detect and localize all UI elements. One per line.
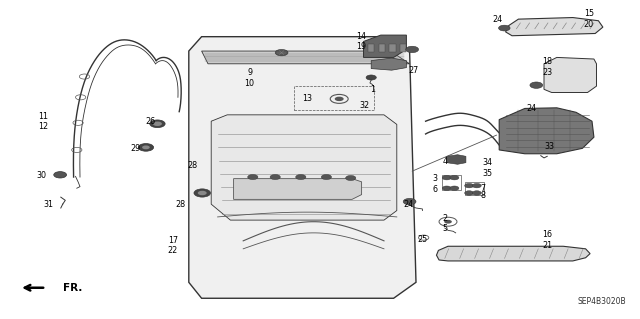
Circle shape (366, 75, 376, 80)
Circle shape (198, 191, 207, 195)
Text: 3: 3 (433, 174, 438, 183)
Text: SEP4B3020B: SEP4B3020B (577, 297, 626, 306)
Bar (442, 175, 461, 190)
Text: 14
19: 14 19 (356, 32, 367, 51)
Polygon shape (371, 58, 406, 70)
Circle shape (472, 183, 481, 188)
Text: 17
22: 17 22 (168, 236, 178, 255)
Polygon shape (234, 179, 362, 199)
Bar (379, 44, 385, 52)
Text: 6: 6 (433, 185, 438, 194)
Text: 15
20: 15 20 (584, 10, 594, 29)
Bar (368, 44, 374, 52)
Text: 16
21: 16 21 (542, 230, 552, 249)
Polygon shape (211, 115, 397, 220)
Polygon shape (544, 57, 596, 93)
Polygon shape (189, 37, 416, 298)
Circle shape (444, 220, 452, 224)
Text: 24: 24 (403, 200, 413, 209)
Circle shape (403, 198, 416, 205)
Polygon shape (506, 18, 603, 36)
Text: 1: 1 (370, 85, 375, 94)
Circle shape (472, 191, 481, 195)
Circle shape (499, 25, 510, 31)
Text: 26: 26 (145, 117, 156, 126)
Polygon shape (436, 246, 590, 261)
Text: 29: 29 (131, 144, 141, 153)
Circle shape (248, 174, 258, 180)
Text: 25: 25 (417, 235, 428, 244)
Circle shape (450, 186, 459, 190)
Text: 32: 32 (360, 101, 370, 110)
Polygon shape (499, 108, 594, 154)
Text: 24: 24 (493, 15, 503, 24)
Text: 8: 8 (481, 191, 486, 200)
Text: FR.: FR. (63, 283, 82, 293)
Circle shape (270, 174, 280, 180)
Polygon shape (202, 51, 410, 64)
Circle shape (465, 183, 474, 188)
Text: 9
10: 9 10 (244, 69, 255, 88)
Text: 13: 13 (302, 94, 312, 103)
Polygon shape (447, 155, 466, 164)
Circle shape (450, 175, 459, 180)
Circle shape (321, 174, 332, 180)
Bar (465, 182, 484, 195)
Circle shape (296, 174, 306, 180)
Circle shape (138, 144, 154, 151)
Text: 30: 30 (36, 171, 47, 180)
Circle shape (335, 97, 344, 101)
Text: 31: 31 (43, 200, 53, 209)
Circle shape (442, 186, 451, 190)
Polygon shape (364, 35, 406, 57)
Text: 4: 4 (442, 157, 447, 166)
Text: 11
12: 11 12 (38, 112, 49, 131)
Circle shape (153, 122, 162, 126)
Circle shape (54, 172, 67, 178)
Text: 18
23: 18 23 (542, 57, 552, 77)
Circle shape (530, 82, 543, 88)
Circle shape (406, 46, 419, 53)
Circle shape (346, 175, 356, 181)
Text: 34: 34 (483, 158, 493, 167)
Text: 7: 7 (481, 184, 486, 193)
Circle shape (275, 49, 288, 56)
Bar (400, 44, 406, 52)
Text: 2
5: 2 5 (442, 214, 447, 233)
Text: 28: 28 (187, 161, 197, 170)
Circle shape (442, 175, 451, 180)
Text: 27: 27 (408, 66, 419, 75)
Bar (294, 86, 374, 110)
Text: 24: 24 (526, 104, 536, 113)
Bar (389, 44, 396, 52)
Circle shape (465, 191, 474, 195)
Circle shape (194, 189, 211, 197)
Text: 35: 35 (483, 169, 493, 178)
Circle shape (142, 145, 150, 149)
Text: 28: 28 (175, 200, 186, 209)
Text: 33: 33 (544, 142, 554, 151)
Circle shape (150, 120, 165, 128)
